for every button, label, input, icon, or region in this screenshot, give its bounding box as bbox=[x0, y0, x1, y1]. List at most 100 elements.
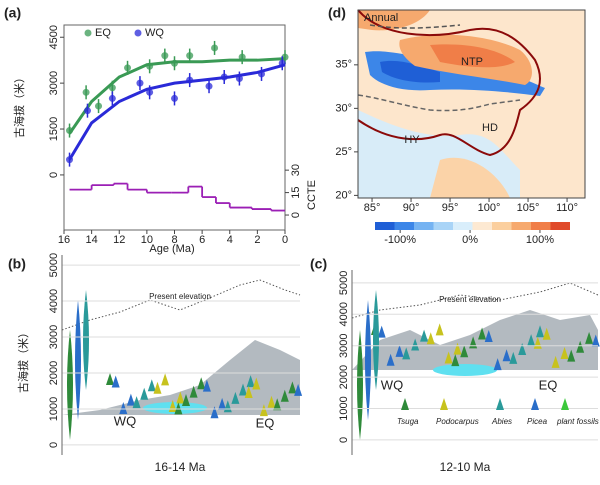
fit-line bbox=[68, 57, 286, 135]
region-label: WQ bbox=[381, 377, 403, 392]
legend-icon bbox=[440, 398, 448, 410]
tree bbox=[567, 349, 576, 362]
tree bbox=[147, 379, 156, 392]
y-tick-label: 30° bbox=[335, 102, 352, 114]
tree bbox=[377, 325, 386, 338]
tree bbox=[273, 398, 282, 411]
tree bbox=[502, 349, 511, 362]
tree bbox=[202, 379, 211, 392]
tree bbox=[426, 332, 435, 345]
tree bbox=[106, 373, 114, 385]
mountain bbox=[62, 340, 300, 415]
y-tick-label: 5000 bbox=[338, 271, 350, 295]
range-spindle bbox=[67, 330, 73, 440]
tree bbox=[174, 402, 183, 415]
legend-label: Tsuga bbox=[397, 417, 419, 426]
tree bbox=[244, 385, 253, 398]
colorbar-label: 100% bbox=[526, 234, 554, 246]
x-tick-label: 95° bbox=[442, 202, 459, 214]
legend-label: Picea bbox=[527, 417, 548, 426]
present-elevation bbox=[61, 279, 301, 331]
lake bbox=[433, 364, 497, 376]
data-point bbox=[66, 156, 74, 164]
x-tick-label: 16 bbox=[58, 234, 70, 246]
data-point bbox=[82, 88, 90, 96]
tree bbox=[267, 395, 276, 408]
range-spindle bbox=[75, 300, 81, 420]
tree bbox=[132, 396, 141, 409]
colorbar-cell bbox=[453, 222, 473, 230]
colorbar-cell bbox=[414, 222, 434, 230]
panel-label: (b) bbox=[8, 256, 26, 272]
data-point bbox=[171, 59, 178, 67]
region-label: HY bbox=[404, 134, 420, 146]
legend-icon bbox=[531, 398, 539, 410]
y-tick-label: 3000 bbox=[48, 71, 60, 95]
tree bbox=[288, 381, 297, 394]
tree bbox=[411, 338, 420, 351]
tree bbox=[119, 402, 128, 415]
tree bbox=[176, 391, 185, 404]
range-spindle bbox=[357, 330, 363, 440]
panel-label: (a) bbox=[4, 5, 21, 21]
panel-label: (d) bbox=[328, 5, 346, 21]
tree bbox=[478, 327, 487, 340]
data-point bbox=[66, 127, 74, 135]
y-axis-label: 古海拔（米） bbox=[12, 72, 26, 138]
tree bbox=[536, 325, 545, 338]
x-tick-label: 0 bbox=[282, 234, 288, 246]
data-point bbox=[171, 94, 178, 102]
x-tick-label: 90° bbox=[403, 202, 420, 214]
tree bbox=[197, 377, 206, 390]
tree bbox=[484, 330, 493, 343]
tree bbox=[189, 385, 198, 398]
data-point bbox=[108, 84, 116, 92]
y-tick-label: 0 bbox=[48, 172, 60, 178]
y-tick-label: 4000 bbox=[338, 302, 350, 326]
colorbar-cell bbox=[492, 222, 512, 230]
y-tick-label: 35° bbox=[335, 59, 352, 71]
tree bbox=[451, 354, 460, 367]
tree bbox=[126, 393, 135, 406]
tree bbox=[518, 342, 527, 355]
y-axis-label: 古海拔（米） bbox=[16, 327, 30, 393]
colorbar-label: -100% bbox=[384, 234, 416, 246]
data-point bbox=[146, 62, 154, 70]
tree bbox=[210, 406, 219, 419]
tree bbox=[402, 347, 411, 360]
y2-tick-label: 30 bbox=[290, 164, 302, 176]
colorbar-cell bbox=[472, 222, 492, 230]
panel-label: (c) bbox=[310, 256, 327, 272]
y-tick-label: 1500 bbox=[48, 117, 60, 141]
data-point bbox=[161, 52, 169, 60]
tree bbox=[542, 327, 551, 340]
tree bbox=[182, 394, 190, 406]
legend-icon bbox=[496, 398, 504, 410]
x-tick-label: 110° bbox=[556, 202, 578, 214]
x-tick-label: 105° bbox=[517, 202, 540, 214]
tree bbox=[280, 389, 289, 402]
colorbar-label: 0% bbox=[462, 234, 478, 246]
tree bbox=[395, 344, 404, 357]
y-tick-label: 20° bbox=[335, 189, 352, 201]
tree bbox=[560, 347, 569, 360]
x-axis-label: Age (Ma) bbox=[149, 243, 194, 255]
y-tick-label: 2000 bbox=[338, 365, 350, 389]
colorbar-cell bbox=[394, 222, 414, 230]
tree bbox=[435, 323, 444, 336]
tree bbox=[231, 391, 240, 404]
legend-icon bbox=[561, 398, 569, 410]
time-label: 12-10 Ma bbox=[440, 460, 491, 474]
y2-axis-label: CCTE bbox=[306, 180, 318, 210]
fit-line bbox=[68, 63, 286, 161]
tree bbox=[111, 375, 120, 388]
data-point bbox=[95, 102, 103, 110]
legend-label: EQ bbox=[95, 27, 111, 39]
tree bbox=[386, 353, 395, 366]
y-tick-label: 0 bbox=[338, 437, 350, 443]
y-tick-label: 0 bbox=[48, 442, 60, 448]
data-point bbox=[238, 53, 246, 61]
y-tick-label: 3000 bbox=[48, 325, 60, 349]
x-tick-label: 2 bbox=[254, 234, 260, 246]
map-image bbox=[357, 9, 586, 199]
